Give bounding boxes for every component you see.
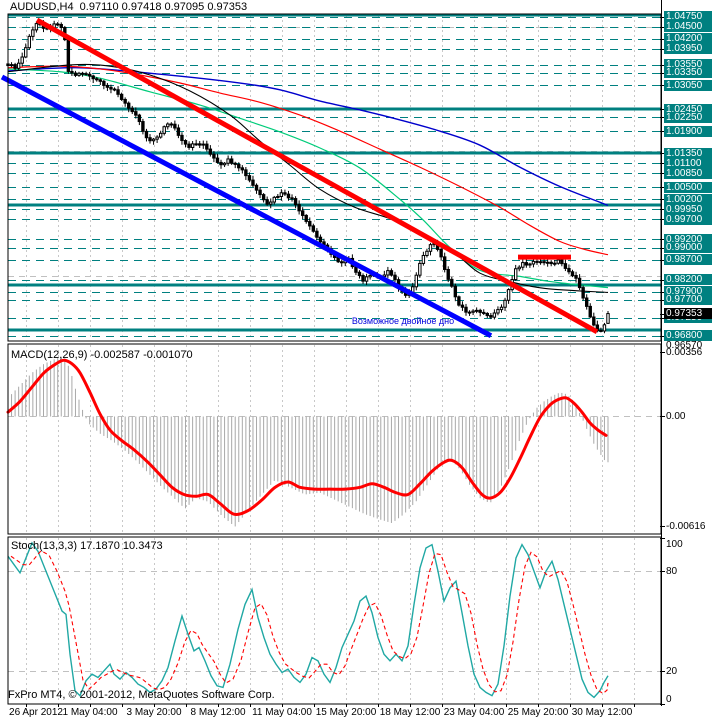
date-label: 11 May 04:00 xyxy=(252,707,312,718)
ma-blue[interactable] xyxy=(7,67,609,207)
date-label: 26 Apr 2012 xyxy=(9,707,63,718)
macd-axis-label: 0.00356 xyxy=(666,347,703,358)
support-resistance-solid[interactable] xyxy=(8,13,661,332)
price-level-label: 1.01100 xyxy=(664,158,712,169)
price-level-label: 1.01900 xyxy=(664,126,712,137)
price-level-label: 1.02450 xyxy=(664,104,712,115)
price-level-label: 1.04750 xyxy=(664,11,712,22)
date-label: 8 May 12:00 xyxy=(190,707,246,718)
price-level-label: 0.96800 xyxy=(664,330,712,341)
stoch-indicator-label: Stoch(13,3,3) 17.1870 10.3473 xyxy=(11,540,163,552)
copyright-notice: FxPro MT4, © 2001-2012, MetaQuotes Softw… xyxy=(8,689,275,701)
price-min-label: 0.96570 xyxy=(666,340,703,351)
axis-ticks xyxy=(26,17,665,707)
current-price-label: 0.97353 xyxy=(664,308,712,319)
stoch-k-line xyxy=(7,541,609,699)
macd-histogram xyxy=(7,357,609,527)
stoch-axis-label: 80 xyxy=(666,566,678,577)
date-label: 23 May 04:00 xyxy=(443,707,505,718)
downtrend-line-blue[interactable] xyxy=(0,74,493,338)
date-label: 18 May 12:00 xyxy=(379,707,441,718)
price-level-label: 1.04200 xyxy=(664,33,712,44)
price-level-label: 0.99000 xyxy=(664,242,712,253)
price-level-label: 1.02250 xyxy=(664,112,712,123)
price-level-label: 1.00200 xyxy=(664,194,712,205)
price-level-label: 1.03050 xyxy=(664,80,712,91)
price-level-label: 0.98700 xyxy=(664,254,712,265)
price-level-label: 1.03950 xyxy=(664,43,712,54)
date-label: 25 May 20:00 xyxy=(507,707,569,718)
price-level-label: 1.03350 xyxy=(664,67,712,78)
price-level-label: 0.98200 xyxy=(664,274,712,285)
date-label: 3 May 20:00 xyxy=(126,707,182,718)
price-level-label: 1.00850 xyxy=(664,168,712,179)
macd-indicator-label: MACD(12,26,9) -0.002587 -0.001070 xyxy=(11,349,193,361)
date-label: 1 May 04:00 xyxy=(62,707,118,718)
macd-signal-line xyxy=(6,358,608,516)
price-level-label: 1.04500 xyxy=(664,21,712,32)
date-label: 15 May 20:00 xyxy=(315,707,377,718)
chart-title: AUDUSD,H4 0.97110 0.97418 0.97095 0.9735… xyxy=(10,1,248,13)
ma-red[interactable] xyxy=(7,65,609,256)
stoch-axis-label: 100 xyxy=(666,539,683,550)
stoch-axis-label: 0 xyxy=(666,694,672,705)
macd-axis-label: -0.00616 xyxy=(666,521,706,532)
price-level-label: 0.97700 xyxy=(664,294,712,305)
ma-black[interactable] xyxy=(7,63,609,293)
price-level-label: 1.01350 xyxy=(664,148,712,159)
price-level-label: 0.97900 xyxy=(664,286,712,297)
price-level-label: 0.99700 xyxy=(664,214,712,225)
stoch-axis-label: 20 xyxy=(666,666,678,677)
price-level-label: 1.00500 xyxy=(664,182,712,193)
downtrend-line-red[interactable] xyxy=(35,17,599,334)
price-level-label: 0.99200 xyxy=(664,234,712,245)
price-level-label: 0.99950 xyxy=(664,204,712,215)
annotation-double-bottom[interactable]: Возможное двойное дно xyxy=(351,315,455,326)
date-label: 30 May 12:00 xyxy=(571,707,633,718)
stoch-d-line xyxy=(10,550,609,695)
macd-axis-label: 0.00 xyxy=(666,411,686,422)
price-level-label: 1.03550 xyxy=(664,59,712,70)
ma-green[interactable] xyxy=(7,68,609,289)
